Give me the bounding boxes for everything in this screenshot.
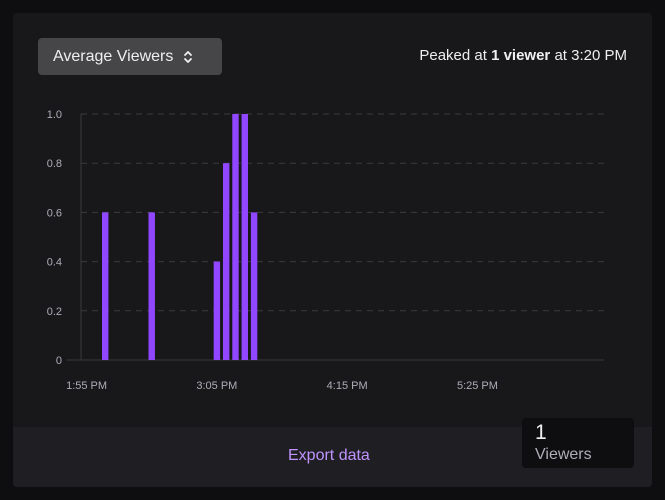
export-data-link[interactable]: Export data — [288, 447, 370, 464]
y-tick-label: 1.0 — [47, 109, 62, 121]
tooltip-label: Viewers — [535, 446, 592, 463]
peak-prefix: Peaked at — [419, 47, 492, 64]
metric-select[interactable]: Average Viewers — [38, 38, 222, 75]
bar — [250, 212, 258, 360]
bar — [222, 163, 230, 360]
bar — [148, 212, 155, 360]
bar — [241, 114, 248, 360]
peak-suffix: at 3:20 PM — [550, 47, 627, 64]
bar — [232, 114, 239, 360]
bar — [213, 261, 221, 360]
bar-chart: 0 0.2 0.4 0.6 0.8 1.0 1:55 PM 3:05 PM 4:15 PM 5:2… — [47, 109, 604, 392]
x-tick-label: 4:15 PM — [327, 380, 368, 392]
x-tick-label: 1:55 PM — [66, 380, 107, 392]
y-tick-label: 0.2 — [47, 306, 62, 318]
y-tick-label: 0 — [56, 355, 62, 367]
hover-tooltip: 1 Viewers — [522, 418, 634, 468]
bar — [101, 212, 109, 360]
x-tick-label: 5:25 PM — [457, 380, 498, 392]
viewers-chart-card: Average Viewers Peaked at 1 viewer at 3:… — [13, 13, 652, 487]
y-tick-label: 0.6 — [47, 207, 62, 219]
y-tick-label: 0.4 — [47, 257, 62, 269]
x-tick-label: 3:05 PM — [196, 380, 237, 392]
peak-summary: Peaked at 1 viewer at 3:20 PM — [419, 47, 627, 64]
chevron-up-down-icon — [183, 49, 193, 65]
peak-value: 1 viewer — [491, 47, 551, 64]
y-tick-label: 0.8 — [47, 158, 62, 170]
metric-select-label: Average Viewers — [53, 47, 174, 65]
tooltip-value: 1 — [535, 421, 547, 444]
